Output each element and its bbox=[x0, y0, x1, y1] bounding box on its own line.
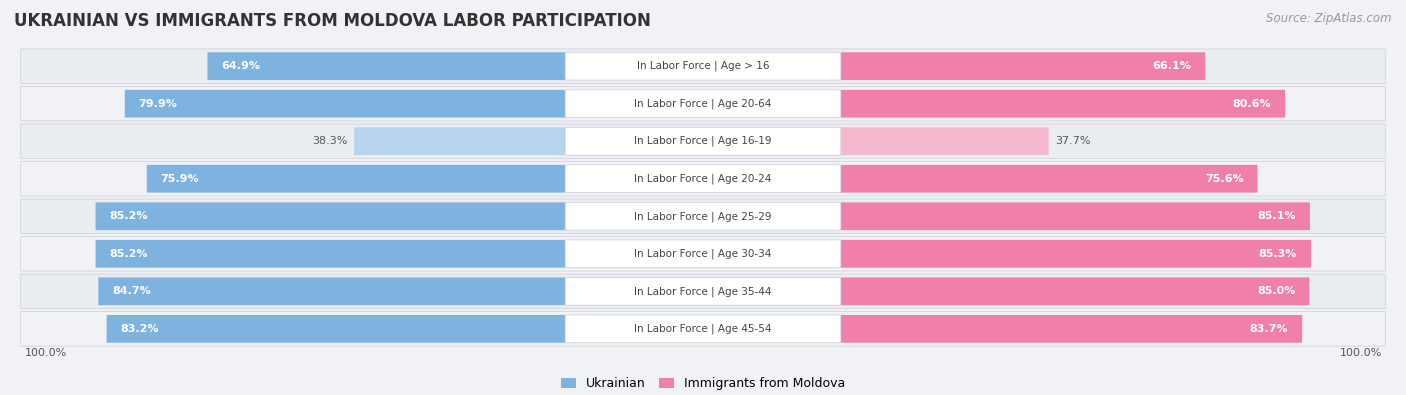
FancyBboxPatch shape bbox=[96, 202, 565, 230]
FancyBboxPatch shape bbox=[565, 165, 841, 193]
Text: Source: ZipAtlas.com: Source: ZipAtlas.com bbox=[1267, 12, 1392, 25]
FancyBboxPatch shape bbox=[21, 199, 1385, 233]
FancyBboxPatch shape bbox=[21, 162, 1385, 196]
FancyBboxPatch shape bbox=[841, 165, 1257, 193]
Text: 75.6%: 75.6% bbox=[1205, 174, 1244, 184]
Text: In Labor Force | Age 16-19: In Labor Force | Age 16-19 bbox=[634, 136, 772, 147]
Text: 83.7%: 83.7% bbox=[1250, 324, 1288, 334]
Text: 84.7%: 84.7% bbox=[112, 286, 150, 296]
FancyBboxPatch shape bbox=[21, 87, 1385, 121]
FancyBboxPatch shape bbox=[565, 52, 841, 80]
FancyBboxPatch shape bbox=[21, 274, 1385, 308]
FancyBboxPatch shape bbox=[565, 277, 841, 305]
FancyBboxPatch shape bbox=[565, 127, 841, 155]
FancyBboxPatch shape bbox=[107, 315, 565, 343]
FancyBboxPatch shape bbox=[841, 202, 1310, 230]
FancyBboxPatch shape bbox=[841, 52, 1205, 80]
FancyBboxPatch shape bbox=[841, 277, 1309, 305]
Text: 75.9%: 75.9% bbox=[160, 174, 200, 184]
FancyBboxPatch shape bbox=[125, 90, 565, 118]
FancyBboxPatch shape bbox=[21, 124, 1385, 158]
FancyBboxPatch shape bbox=[98, 277, 565, 305]
Text: 85.2%: 85.2% bbox=[110, 211, 148, 221]
Text: 80.6%: 80.6% bbox=[1233, 99, 1271, 109]
Text: 38.3%: 38.3% bbox=[312, 136, 347, 146]
FancyBboxPatch shape bbox=[96, 240, 565, 268]
Text: 100.0%: 100.0% bbox=[24, 348, 66, 357]
Text: In Labor Force | Age 20-24: In Labor Force | Age 20-24 bbox=[634, 173, 772, 184]
FancyBboxPatch shape bbox=[841, 90, 1285, 118]
Text: 66.1%: 66.1% bbox=[1153, 61, 1191, 71]
FancyBboxPatch shape bbox=[21, 312, 1385, 346]
Text: 85.2%: 85.2% bbox=[110, 249, 148, 259]
FancyBboxPatch shape bbox=[21, 49, 1385, 83]
FancyBboxPatch shape bbox=[841, 127, 1049, 155]
Text: 85.0%: 85.0% bbox=[1257, 286, 1295, 296]
FancyBboxPatch shape bbox=[565, 90, 841, 118]
FancyBboxPatch shape bbox=[841, 315, 1302, 343]
Text: 100.0%: 100.0% bbox=[1340, 348, 1382, 357]
FancyBboxPatch shape bbox=[208, 52, 565, 80]
Text: 64.9%: 64.9% bbox=[221, 61, 260, 71]
Text: In Labor Force | Age > 16: In Labor Force | Age > 16 bbox=[637, 61, 769, 71]
FancyBboxPatch shape bbox=[354, 127, 565, 155]
Text: 85.3%: 85.3% bbox=[1258, 249, 1298, 259]
Text: 83.2%: 83.2% bbox=[121, 324, 159, 334]
Text: In Labor Force | Age 45-54: In Labor Force | Age 45-54 bbox=[634, 324, 772, 334]
Text: In Labor Force | Age 25-29: In Labor Force | Age 25-29 bbox=[634, 211, 772, 222]
Text: UKRAINIAN VS IMMIGRANTS FROM MOLDOVA LABOR PARTICIPATION: UKRAINIAN VS IMMIGRANTS FROM MOLDOVA LAB… bbox=[14, 12, 651, 30]
Legend: Ukrainian, Immigrants from Moldova: Ukrainian, Immigrants from Moldova bbox=[557, 372, 849, 395]
FancyBboxPatch shape bbox=[565, 315, 841, 343]
FancyBboxPatch shape bbox=[21, 237, 1385, 271]
Text: 79.9%: 79.9% bbox=[139, 99, 177, 109]
FancyBboxPatch shape bbox=[841, 240, 1310, 268]
Text: In Labor Force | Age 35-44: In Labor Force | Age 35-44 bbox=[634, 286, 772, 297]
Text: 37.7%: 37.7% bbox=[1056, 136, 1091, 146]
Text: In Labor Force | Age 20-64: In Labor Force | Age 20-64 bbox=[634, 98, 772, 109]
FancyBboxPatch shape bbox=[565, 240, 841, 268]
Text: In Labor Force | Age 30-34: In Labor Force | Age 30-34 bbox=[634, 248, 772, 259]
Text: 85.1%: 85.1% bbox=[1257, 211, 1296, 221]
FancyBboxPatch shape bbox=[146, 165, 565, 193]
FancyBboxPatch shape bbox=[565, 202, 841, 230]
